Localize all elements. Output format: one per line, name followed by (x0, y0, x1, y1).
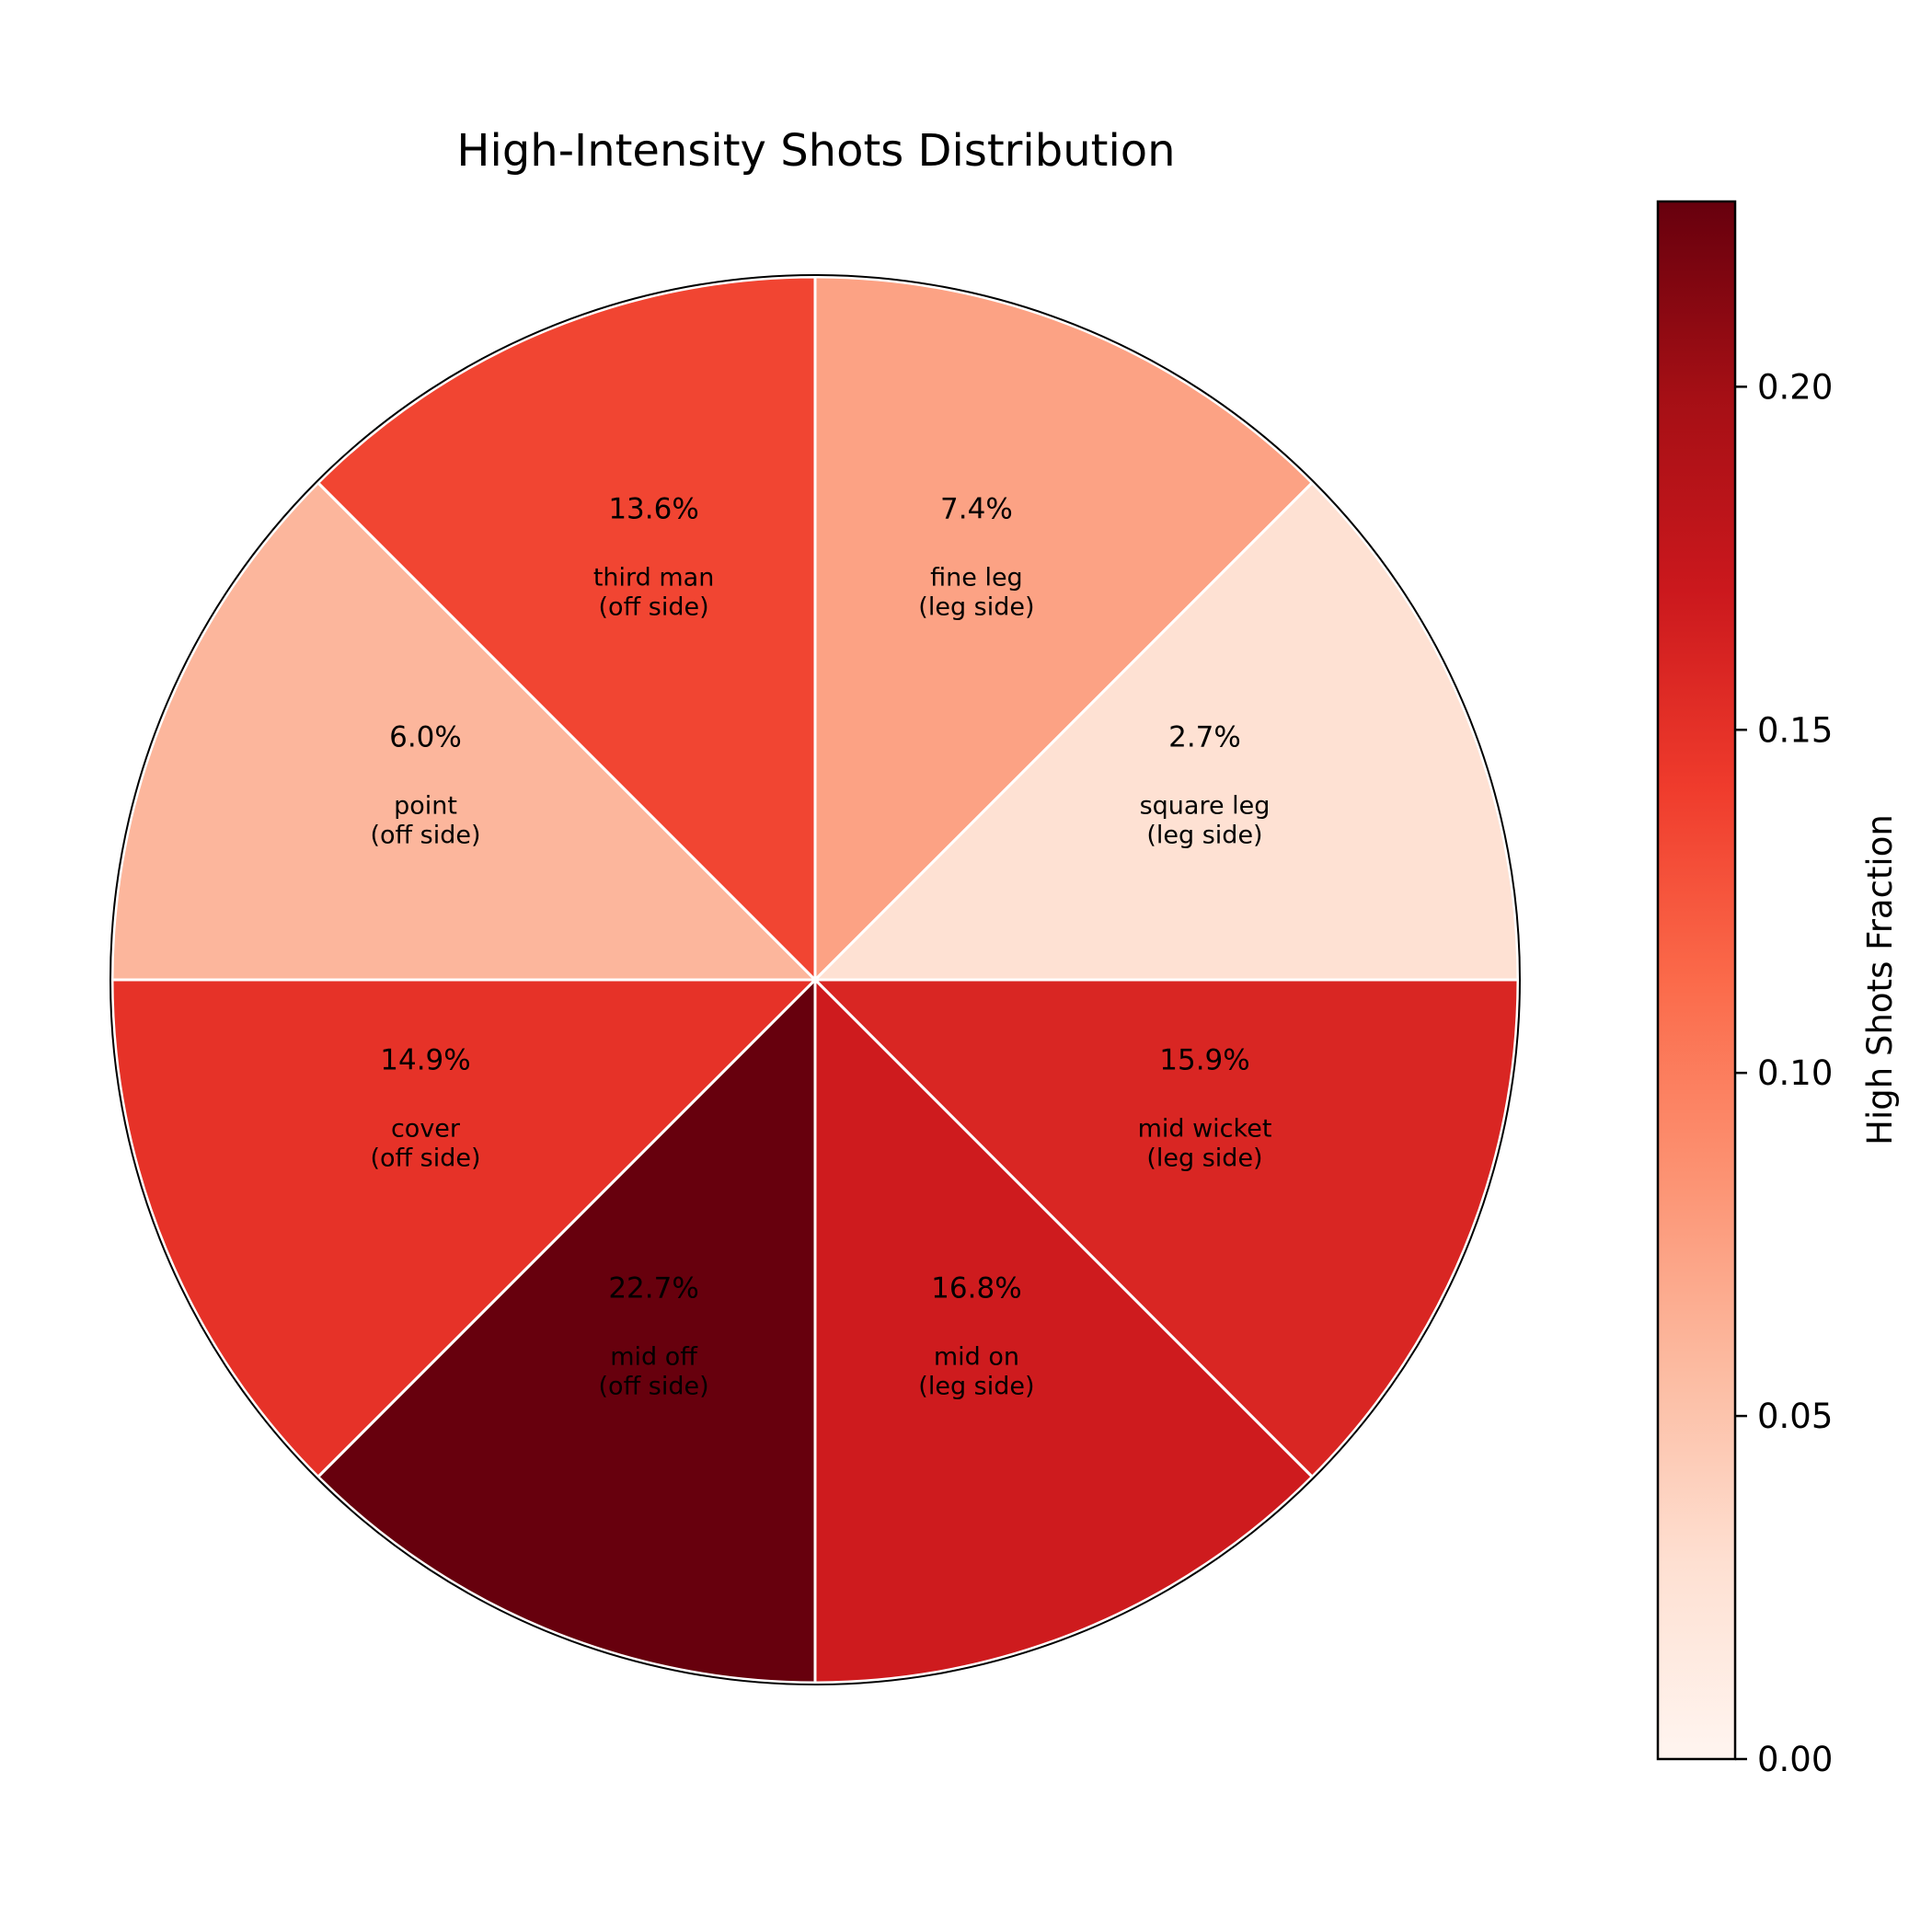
slice-percent-label: 22.7% (608, 1272, 698, 1305)
colorbar-tick-label: 0.05 (1757, 1397, 1833, 1436)
slice-zone-label: mid off (610, 1343, 698, 1372)
pie-slice (110, 481, 817, 982)
pie-slice (813, 481, 1520, 982)
slice-percent-label: 2.7% (1168, 721, 1241, 754)
slice-zone-label: square leg (1140, 792, 1271, 821)
slice-side-label: (off side) (370, 822, 480, 850)
colorbar: High Shots Fraction 0.00 0.05 0.10 0.15 0.20 (1656, 200, 1900, 1779)
slice-side-label: (leg side) (1146, 822, 1262, 850)
slice-zone-label: point (394, 792, 457, 821)
slice-side-label: (leg side) (1146, 1144, 1262, 1172)
slice-side-label: (off side) (599, 1373, 709, 1401)
pie-slice (316, 275, 817, 982)
slice-percent-label: 15.9% (1159, 1043, 1249, 1076)
slice-zone-label: third man (593, 563, 715, 592)
slice-zone-label: fine leg (930, 563, 1023, 592)
pie-slice (110, 978, 817, 1478)
pie: 7.4%fine leg(leg side)2.7%square leg(leg… (109, 274, 1521, 1685)
colorbar-tick-label: 0.20 (1757, 367, 1833, 407)
slice-percent-label: 14.9% (380, 1043, 470, 1076)
slice-side-label: (off side) (370, 1144, 480, 1172)
colorbar-label: High Shots Fraction (1860, 814, 1900, 1145)
pie-outline (109, 274, 1521, 1685)
slice-zone-label: mid wicket (1138, 1114, 1272, 1143)
slice-side-label: (leg side) (918, 1373, 1034, 1401)
slice-percent-label: 16.8% (931, 1272, 1021, 1305)
slice-percent-label: 13.6% (608, 492, 698, 525)
slice-percent-label: 6.0% (389, 721, 462, 754)
pie-slice (813, 275, 1314, 982)
colorbar-tick-label: 0.00 (1757, 1740, 1833, 1779)
pie-slice (813, 978, 1314, 1685)
chart-title: High-Intensity Shots Distribution (456, 125, 1175, 177)
slice-zone-label: cover (391, 1114, 461, 1143)
colorbar-gradient (1656, 200, 1737, 1761)
slice-side-label: (off side) (599, 592, 709, 621)
pie-slice (813, 978, 1520, 1478)
colorbar-tick-label: 0.15 (1757, 710, 1833, 750)
slice-zone-label: mid on (934, 1343, 1019, 1372)
slice-percent-label: 7.4% (940, 492, 1013, 525)
colorbar-tick-label: 0.10 (1757, 1053, 1833, 1093)
slice-side-label: (leg side) (918, 592, 1034, 621)
pie-slice (316, 978, 817, 1685)
